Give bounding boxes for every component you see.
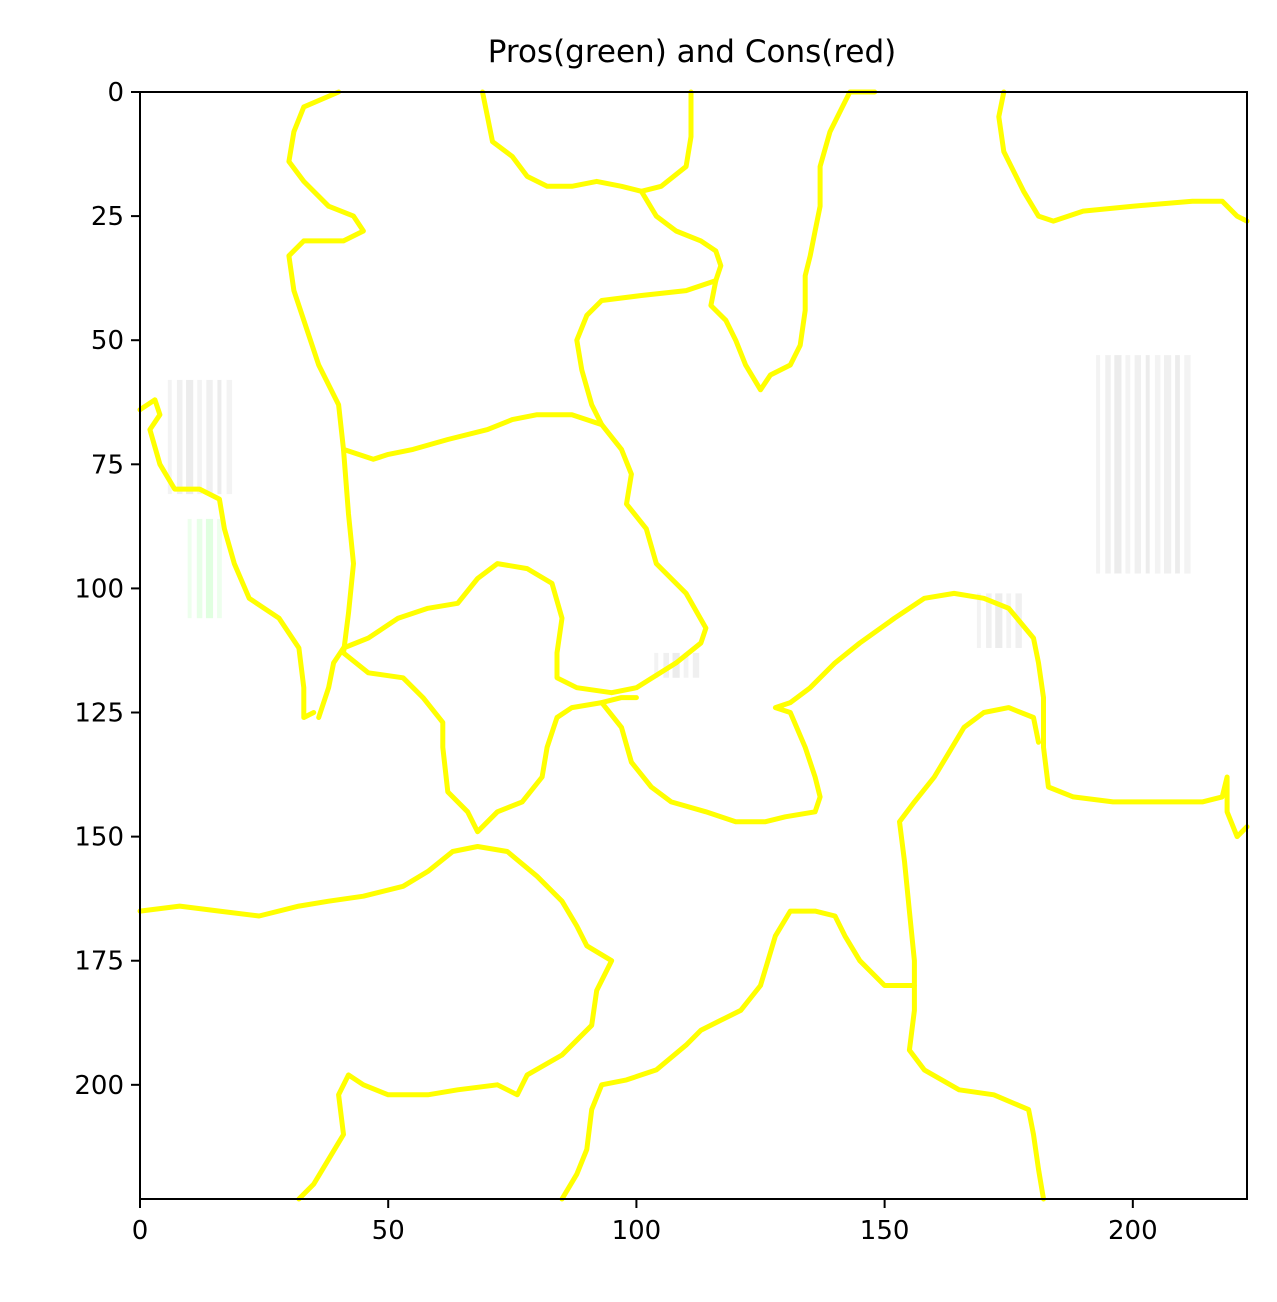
faint-streak (1134, 355, 1141, 574)
faint-streak (692, 652, 700, 678)
faint-streak (1175, 355, 1180, 574)
faint-streak (197, 379, 202, 495)
faint-streak (186, 379, 194, 495)
faint-streak (1125, 355, 1131, 574)
faint-streak (1145, 355, 1150, 574)
faint-streak (663, 652, 669, 678)
faint-region-pros (187, 518, 222, 619)
segment-boundary-2 (341, 446, 639, 835)
chart-title: Pros(green) and Cons(red) (488, 34, 897, 70)
faint-streak (1105, 355, 1111, 574)
y-tick-label: 150 (74, 823, 124, 853)
faint-streak (1006, 593, 1012, 648)
segment-boundary-8 (137, 397, 317, 720)
segment-boundary-3 (599, 590, 1250, 840)
plot-background (140, 92, 1247, 1199)
segment-boundary-1 (286, 89, 709, 720)
faint-streak (226, 379, 233, 495)
faint-region-cons (1096, 355, 1191, 574)
x-tick-label: 150 (860, 1216, 910, 1246)
faint-streak (205, 518, 214, 619)
x-axis: 0 50 100 150 200 (132, 1199, 1158, 1246)
segment-boundary-7 (996, 89, 1250, 224)
segment-boundary-10 (897, 705, 1046, 1202)
x-tick-label: 0 (132, 1216, 149, 1246)
y-tick-label: 25 (91, 202, 124, 232)
x-tick-label: 50 (372, 1216, 405, 1246)
faint-streak (1154, 355, 1161, 574)
faint-streak (1163, 355, 1172, 574)
y-tick-label: 75 (91, 450, 124, 480)
faint-streak (206, 379, 213, 495)
y-tick-label: 100 (74, 574, 124, 604)
y-tick-label: 175 (74, 947, 124, 977)
segment-boundary-9 (137, 844, 615, 1202)
faint-image-layer (167, 355, 1191, 678)
faint-streak (187, 518, 192, 619)
y-tick-label: 0 (107, 78, 124, 108)
y-tick-label: 50 (91, 326, 124, 356)
x-tick-label: 200 (1108, 1216, 1158, 1246)
faint-streak (176, 379, 183, 495)
faint-streak (167, 379, 172, 495)
x-tick-label: 100 (612, 1216, 662, 1246)
segment-boundary-11 (559, 908, 917, 1202)
plot-area (137, 89, 1250, 1202)
segment-boundary-4 (480, 89, 694, 194)
faint-streak (1096, 355, 1101, 574)
segment-boundary-5 (638, 89, 878, 393)
segment-boundary-6 (574, 278, 719, 428)
faint-streak (976, 593, 981, 648)
faint-region-cons (167, 379, 233, 495)
faint-streak (683, 652, 689, 678)
y-tick-label: 125 (74, 699, 124, 729)
y-axis: 0 25 50 75 100 125 150 175 200 (74, 78, 140, 1101)
faint-streak (217, 518, 222, 619)
faint-streak (654, 652, 659, 678)
faint-streak (986, 593, 992, 648)
faint-streak (995, 593, 1003, 648)
segment-boundary-layer (137, 89, 1250, 1202)
faint-streak (217, 379, 222, 495)
faint-streak (1184, 355, 1191, 574)
plot-frame (139, 91, 1248, 1200)
y-tick-label: 200 (74, 1071, 124, 1101)
faint-streak (1114, 355, 1122, 574)
faint-streak (196, 518, 203, 619)
